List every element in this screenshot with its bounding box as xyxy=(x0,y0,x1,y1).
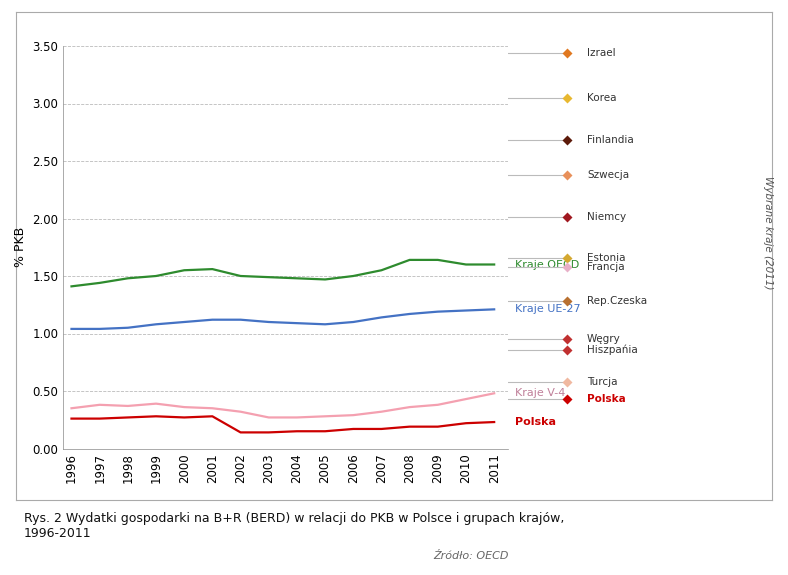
Text: Kraje UE-27: Kraje UE-27 xyxy=(515,304,581,315)
Text: Wybrane kraje (2011): Wybrane kraje (2011) xyxy=(764,176,773,290)
Text: Izrael: Izrael xyxy=(587,48,615,58)
Text: Estonia: Estonia xyxy=(587,252,626,263)
Y-axis label: % PKB: % PKB xyxy=(13,227,27,267)
Text: Kraje V-4: Kraje V-4 xyxy=(515,388,566,398)
Text: Korea: Korea xyxy=(587,93,616,103)
Text: Turcja: Turcja xyxy=(587,377,618,387)
Text: Hiszpańia: Hiszpańia xyxy=(587,344,637,355)
Text: Niemcy: Niemcy xyxy=(587,212,626,223)
Text: Kraje OECD: Kraje OECD xyxy=(515,259,579,270)
Text: Polska: Polska xyxy=(587,394,626,404)
Text: Polska: Polska xyxy=(515,417,556,427)
Text: Francja: Francja xyxy=(587,262,625,272)
Text: Rys. 2 Wydatki gospodarki na B+R (BERD) w relacji do PKB w Polsce i grupach kraj: Rys. 2 Wydatki gospodarki na B+R (BERD) … xyxy=(24,512,564,540)
Text: Finlandia: Finlandia xyxy=(587,135,634,145)
Text: Źródło: OECD: Źródło: OECD xyxy=(433,551,508,561)
Text: Szwecja: Szwecja xyxy=(587,170,629,180)
Text: Węgry: Węgry xyxy=(587,334,621,344)
Text: Rep.Czeska: Rep.Czeska xyxy=(587,296,647,306)
